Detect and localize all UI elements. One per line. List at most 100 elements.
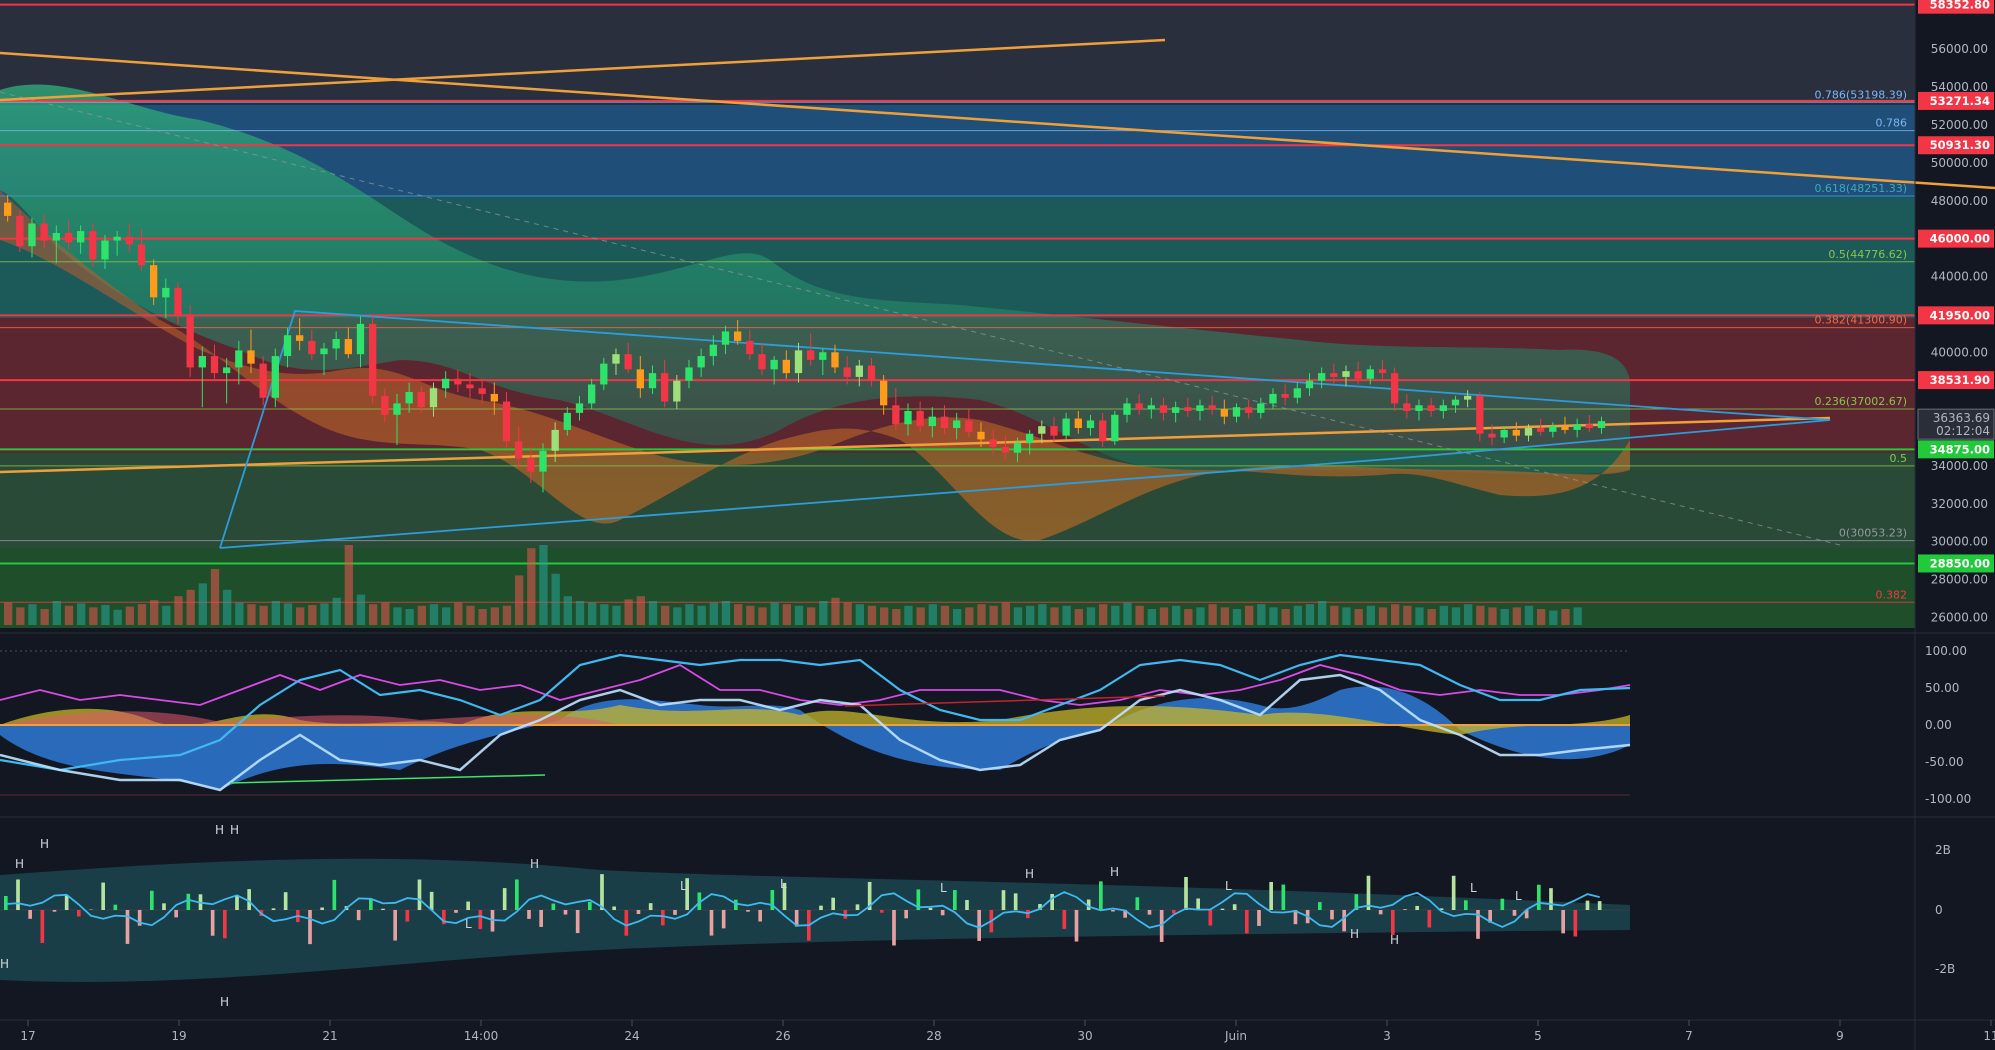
volume-bar — [1464, 604, 1473, 625]
price-tick: 48000.00 — [1931, 194, 1988, 208]
volume-bar — [1500, 609, 1509, 625]
volume-bar — [940, 605, 950, 625]
hist-bar — [721, 910, 726, 929]
hist-bar — [405, 910, 410, 922]
hist-bar — [16, 879, 20, 910]
volume-bar — [928, 604, 937, 625]
hist-bar — [417, 879, 422, 910]
candle-body — [807, 350, 815, 360]
volume-bar — [831, 597, 840, 625]
candle-body — [1561, 426, 1569, 430]
hist-bar — [478, 910, 483, 930]
hist-bar — [1366, 875, 1371, 910]
volume-bar — [320, 603, 329, 625]
candle-body — [271, 356, 279, 398]
volume-bar — [1378, 607, 1388, 625]
volume-bar — [125, 606, 134, 625]
hist-bar — [1038, 903, 1042, 910]
hist-bar — [1403, 909, 1407, 910]
hist-bar — [977, 910, 981, 941]
candle-body — [1123, 403, 1131, 415]
hist-bar — [1512, 910, 1517, 916]
volume-bar — [162, 605, 171, 625]
candle-body — [1585, 424, 1593, 429]
volume-bar — [1111, 605, 1120, 625]
candle-body — [259, 363, 267, 398]
volume-bar — [758, 607, 767, 625]
oscillator-pane — [0, 650, 1631, 796]
volume-bar — [502, 605, 512, 625]
volume-bar — [1147, 609, 1156, 625]
volume-bar — [4, 602, 13, 625]
candle-body — [1159, 405, 1168, 413]
candle-body — [442, 378, 450, 389]
volume-bar — [1512, 607, 1521, 625]
hist-bar — [661, 910, 665, 926]
volume-bar — [1013, 607, 1023, 625]
hist-bar — [515, 879, 519, 910]
hist-bar — [794, 910, 799, 927]
volume-bar — [819, 601, 828, 625]
volume-bars — [4, 545, 1582, 625]
hist-bar — [1232, 904, 1237, 910]
hl-marker: H — [0, 957, 9, 971]
hist-bar — [940, 910, 945, 916]
hist-bar — [746, 910, 750, 912]
volume-bar — [600, 604, 609, 625]
price-tick: 52000.00 — [1931, 118, 1988, 132]
candle-body — [673, 380, 681, 402]
volume-bar — [612, 605, 621, 625]
candles — [4, 195, 1606, 493]
volume-bar — [332, 597, 341, 625]
hist-bar — [1549, 888, 1553, 910]
candle-body — [1305, 380, 1314, 389]
hl-marker: L — [1225, 879, 1232, 893]
trend-lines — [0, 38, 1995, 549]
hist-bar — [1354, 894, 1359, 910]
volume-bar — [1293, 605, 1302, 625]
candle-body — [600, 363, 608, 385]
hist-bar — [113, 904, 118, 910]
candle-body — [478, 388, 486, 394]
hist-bar — [1597, 901, 1602, 910]
hist-bar — [1293, 910, 1298, 925]
candle-body — [1111, 414, 1119, 442]
hist-bar — [758, 910, 762, 922]
candle-body — [1342, 371, 1350, 377]
hist-tick: 0 — [1935, 903, 1943, 917]
volume-bar — [965, 607, 974, 625]
hist-bar — [1415, 905, 1419, 910]
hl-marker: H — [1025, 867, 1034, 881]
volume-bar — [150, 600, 159, 625]
volume-bar — [770, 602, 779, 625]
candle-body — [113, 236, 121, 241]
hist-bar — [101, 882, 105, 910]
volume-bar — [393, 607, 402, 625]
volume-bar — [1305, 604, 1315, 625]
osc-tick: -50.00 — [1925, 755, 1964, 769]
time-axis[interactable]: 17 19 21 14:00 24 26 28 30 Juin 3 5 7 9 11 — [20, 1020, 1995, 1043]
fib-label-7: 0(30053.23) — [1839, 527, 1907, 540]
candle-body — [1172, 407, 1180, 413]
volume-bar — [198, 583, 207, 625]
candle-body — [1013, 443, 1022, 453]
candle-body — [1318, 373, 1326, 381]
candle-body — [916, 410, 924, 427]
volume-bar — [381, 602, 390, 625]
hist-bar — [648, 903, 653, 910]
hist-bar — [539, 910, 543, 927]
hist-bar — [1573, 910, 1578, 937]
volume-bar — [515, 575, 524, 625]
hist-bar — [697, 892, 702, 910]
candle-body — [344, 339, 352, 355]
price-axis[interactable]: 56000.00 54000.00 52000.00 50000.00 48000.00… — [1931, 42, 1988, 624]
candle-body — [1354, 371, 1362, 379]
hist-bar — [685, 878, 689, 910]
level-badge — [1918, 229, 1994, 248]
hist-bar — [1281, 884, 1286, 910]
volume-bar — [892, 609, 901, 625]
volume-bar — [1476, 605, 1485, 625]
volume-bar — [1537, 609, 1546, 625]
